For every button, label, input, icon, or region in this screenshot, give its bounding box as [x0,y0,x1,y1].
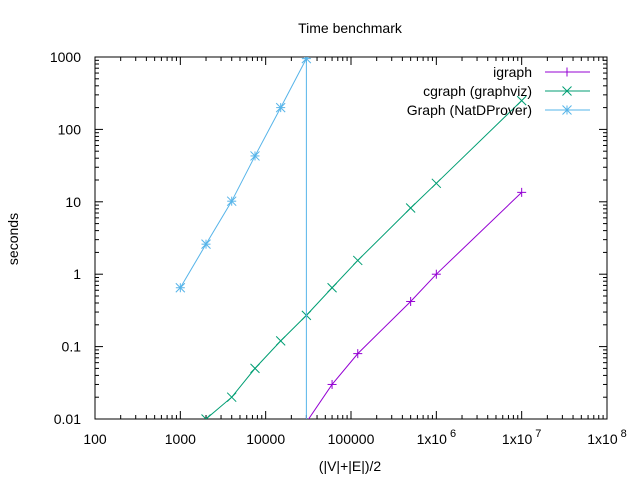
chart-title: Time benchmark [298,20,403,36]
x-tick-label: 1x10 6 [417,428,456,447]
y-axis: 0.01 0.1 1 10 100 1000 [50,49,607,427]
x-tick-label: 1x10 8 [587,428,626,447]
data-point [226,392,237,403]
series-line [205,100,523,419]
data-point [250,363,260,374]
data-point [201,239,211,250]
x-tick-label: 1x10 7 [502,428,541,447]
data-point [516,95,527,106]
data-point [275,102,286,113]
data-point [275,336,286,346]
legend-label: cgraph (graphviz) [423,83,532,99]
y-tick-label: 0.01 [54,411,81,427]
x-tick-label: 10000 [246,431,285,447]
data-point [352,255,363,266]
y-tick-label: 1000 [50,49,81,65]
data-point [176,458,185,467]
y-tick-label: 10 [65,194,81,210]
series-2 [175,57,312,419]
legend-label: Graph (NatDProver) [407,102,532,118]
data-point [250,151,260,161]
series-line [308,191,523,419]
data-point [431,178,442,189]
legend: igraph cgraph (graphviz) Graph (NatDProver… [407,64,590,118]
data-point [431,269,441,279]
legend-marker [562,67,572,77]
data-point [276,465,285,474]
legend-marker [562,105,572,115]
data-point [175,282,186,293]
x-axis: 100 1000 10000 100000 1x10 6 1x10 7 1x10 8 [83,57,627,447]
data-point [226,196,237,207]
x-tick-label: 1000 [165,431,196,447]
legend-label: igraph [493,64,532,80]
data-point [301,57,312,64]
series-0 [276,187,527,474]
y-tick-label: 100 [58,121,82,137]
data-point [327,282,337,293]
x-axis-label: (|V|+|E|)/2 [319,458,382,474]
y-tick-label: 1 [73,266,81,282]
data-point [517,187,527,197]
x-tick-label: 100000 [328,431,375,447]
y-axis-label: seconds [5,213,21,265]
x-tick-label: 100 [83,431,107,447]
y-tick-label: 0.1 [62,339,82,355]
series-layer [175,57,527,474]
legend-marker [562,86,572,96]
series-line [179,58,307,419]
data-point [353,349,363,359]
data-point [406,296,416,306]
data-point [327,379,337,389]
data-point [405,203,416,213]
data-point [201,414,211,419]
